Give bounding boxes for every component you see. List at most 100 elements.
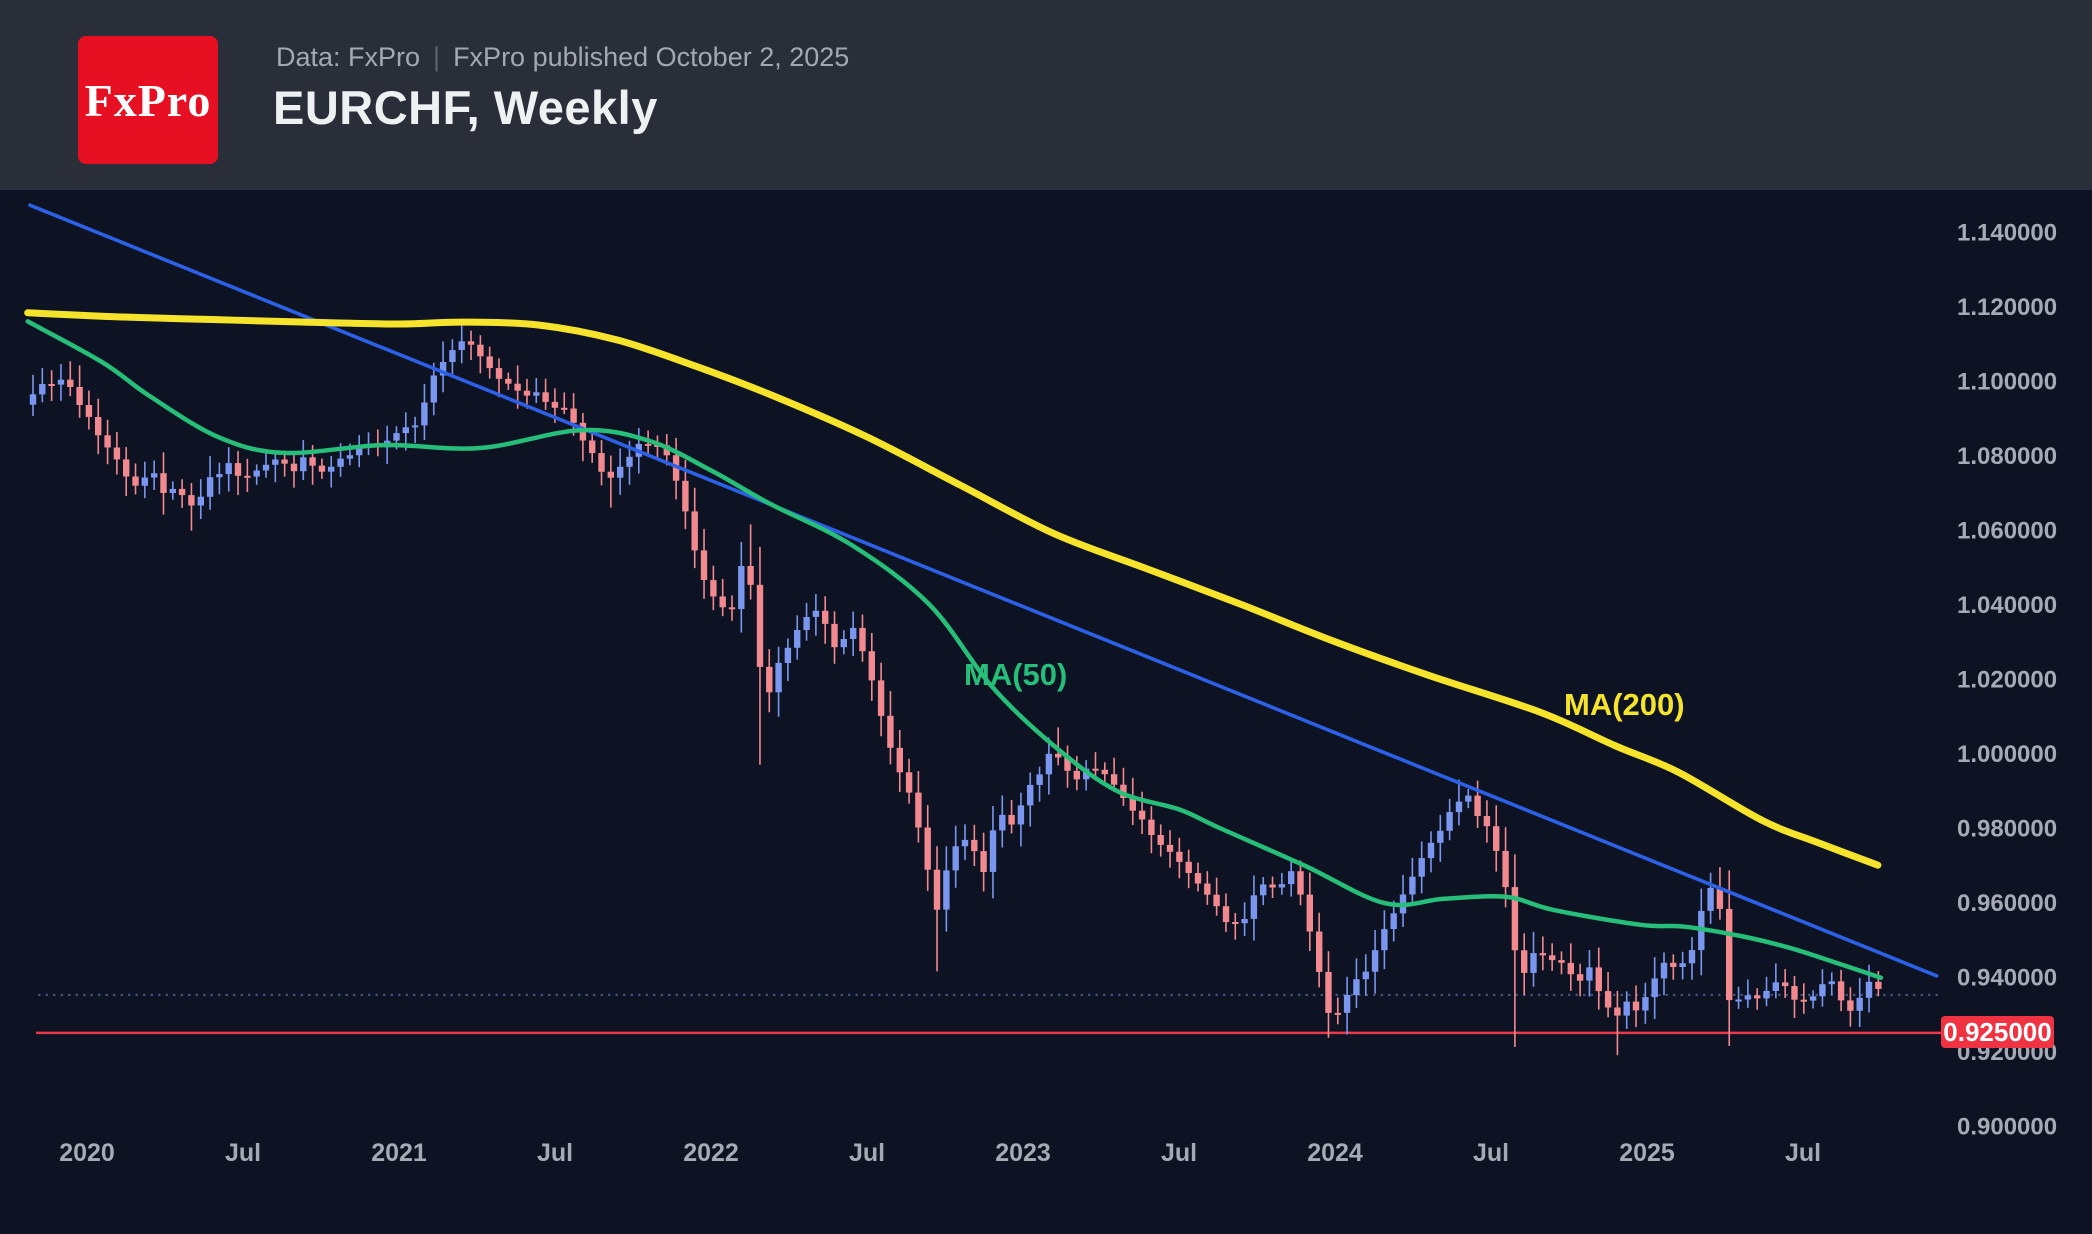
candle-body bbox=[663, 445, 670, 456]
x-tick-label: Jul bbox=[1785, 1139, 1821, 1167]
candle-body bbox=[1595, 967, 1602, 992]
candle-body bbox=[272, 459, 279, 465]
candle-body bbox=[887, 715, 894, 748]
trendline bbox=[28, 203, 1939, 978]
candle-body bbox=[719, 596, 726, 608]
support-price-label: 0.925000 bbox=[1941, 1016, 2054, 1048]
candle-body bbox=[868, 651, 875, 681]
candle-body bbox=[905, 772, 913, 793]
y-tick-label: 1.040000 bbox=[1957, 592, 2057, 619]
candle-body bbox=[971, 839, 978, 852]
candle-body bbox=[1297, 871, 1304, 895]
candle-body bbox=[999, 814, 1006, 831]
candle-body bbox=[1735, 999, 1742, 1002]
candle-body bbox=[514, 383, 521, 391]
candle-body bbox=[1176, 851, 1183, 862]
candle-body bbox=[1632, 1001, 1640, 1011]
candle-body bbox=[1064, 757, 1071, 771]
candle-body bbox=[1017, 805, 1025, 825]
candle-body bbox=[132, 476, 139, 486]
candle-body bbox=[477, 344, 484, 357]
candle-body bbox=[644, 443, 652, 446]
candle-body bbox=[1222, 906, 1230, 923]
candle-body bbox=[1427, 842, 1435, 859]
candle-body bbox=[169, 488, 176, 493]
candle-body bbox=[234, 463, 242, 476]
candle-body bbox=[300, 457, 307, 472]
candle-body bbox=[85, 405, 93, 417]
candle-body bbox=[123, 459, 130, 477]
candle-body bbox=[1465, 795, 1472, 802]
candle-body bbox=[1045, 753, 1053, 775]
candle-body bbox=[1390, 913, 1397, 929]
x-tick-label: Jul bbox=[849, 1139, 885, 1167]
candle-body bbox=[337, 458, 344, 467]
candle-body bbox=[542, 392, 549, 402]
candle-body bbox=[281, 459, 288, 464]
candle-body bbox=[1343, 995, 1351, 1013]
candle-body bbox=[1586, 967, 1593, 981]
candle-body bbox=[411, 425, 419, 428]
candle-body bbox=[1138, 810, 1146, 820]
candle-body bbox=[775, 662, 782, 693]
candle-body bbox=[262, 464, 270, 471]
candle-body bbox=[570, 408, 577, 423]
candle-body bbox=[1819, 984, 1826, 997]
candle-body bbox=[421, 402, 428, 426]
x-tick-label: 2021 bbox=[371, 1139, 427, 1167]
candle-body bbox=[952, 846, 959, 871]
candle-body bbox=[1707, 887, 1714, 911]
fxpro-logo: FxPro bbox=[78, 36, 218, 164]
candle-body bbox=[1875, 981, 1882, 989]
candle-body bbox=[253, 470, 260, 477]
candle-body bbox=[216, 474, 223, 478]
candle-body bbox=[589, 440, 596, 454]
x-tick-label: Jul bbox=[1161, 1139, 1197, 1167]
candle-body bbox=[356, 447, 363, 456]
candle-body bbox=[859, 627, 866, 652]
candle-body bbox=[1353, 979, 1360, 996]
candle-body bbox=[1055, 753, 1062, 758]
candle-body bbox=[1455, 801, 1463, 813]
candle-body bbox=[533, 392, 540, 396]
candle-body bbox=[1316, 931, 1323, 972]
candle-body bbox=[1772, 982, 1779, 991]
y-tick-label: 0.960000 bbox=[1957, 890, 2057, 917]
candle-body bbox=[1437, 830, 1444, 843]
ma50-line bbox=[25, 319, 1884, 980]
candle-body bbox=[95, 417, 102, 436]
candle-body bbox=[877, 680, 885, 716]
candle-body bbox=[1306, 894, 1313, 932]
candle-body bbox=[1782, 982, 1789, 987]
candle-body bbox=[467, 341, 475, 345]
candle-body bbox=[197, 496, 204, 506]
candle-body bbox=[766, 666, 773, 693]
candle-body bbox=[989, 830, 997, 872]
candle-body bbox=[1474, 795, 1481, 816]
candle-body bbox=[1744, 995, 1752, 1000]
source-prefix: Data: FxPro bbox=[276, 42, 421, 72]
candle-body bbox=[1576, 974, 1584, 981]
candle-body bbox=[700, 550, 708, 580]
candle-body bbox=[1334, 1012, 1341, 1015]
x-tick-label: 2023 bbox=[995, 1139, 1051, 1167]
candle-body bbox=[430, 375, 437, 403]
candle-body bbox=[598, 453, 605, 472]
candle-body bbox=[943, 870, 950, 910]
candle-body bbox=[1204, 883, 1211, 895]
candle-body bbox=[1865, 981, 1873, 998]
candle-body bbox=[48, 384, 55, 386]
candle-body bbox=[1166, 844, 1174, 852]
candle-body bbox=[1036, 774, 1043, 785]
candle-body bbox=[67, 379, 74, 387]
candle-body bbox=[1371, 950, 1379, 972]
candle-body bbox=[160, 473, 167, 493]
x-tick-label: Jul bbox=[1473, 1139, 1509, 1167]
candle-body bbox=[1493, 826, 1500, 851]
candle-body bbox=[1092, 768, 1099, 771]
candle-body bbox=[1027, 784, 1034, 806]
candle-body bbox=[1483, 816, 1491, 827]
x-tick-label: 2025 bbox=[1619, 1139, 1675, 1167]
candle-body bbox=[1148, 819, 1155, 835]
